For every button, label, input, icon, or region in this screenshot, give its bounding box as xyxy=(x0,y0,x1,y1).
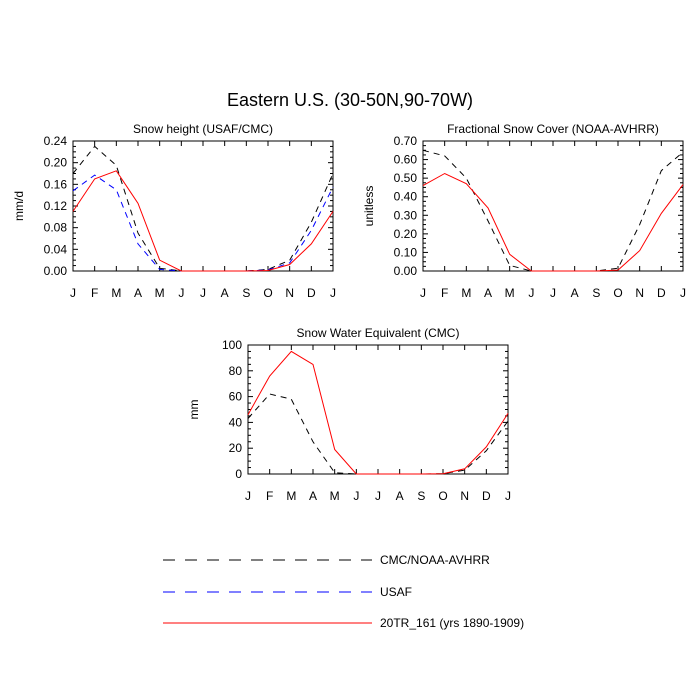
x-tick-label: M xyxy=(286,489,296,503)
x-tick-label: A xyxy=(309,489,317,503)
y-tick-label: 0.60 xyxy=(394,153,418,167)
x-tick-label: O xyxy=(613,286,622,300)
y-axis-label: unitless xyxy=(362,186,376,227)
x-tick-label: D xyxy=(307,286,316,300)
x-tick-label: N xyxy=(460,489,469,503)
y-tick-label: 0.00 xyxy=(394,264,418,278)
y-tick-label: 0 xyxy=(235,467,242,481)
y-tick-label: 40 xyxy=(229,415,243,429)
chart-title: Snow height (USAF/CMC) xyxy=(133,122,273,136)
y-tick-label: 0.50 xyxy=(394,171,418,185)
x-tick-label: A xyxy=(571,286,579,300)
y-tick-label: 0.08 xyxy=(44,221,68,235)
plot-frame xyxy=(422,140,684,272)
x-tick-label: F xyxy=(441,286,448,300)
y-tick-label: 80 xyxy=(229,364,243,378)
x-tick-label: O xyxy=(263,286,272,300)
series-line-cmc xyxy=(422,149,684,272)
series-line-tr xyxy=(72,170,334,272)
x-tick-label: N xyxy=(635,286,644,300)
legend: CMC/NOAA-AVHRR USAF 20TR_161 (yrs 1890-190… xyxy=(163,553,524,630)
x-tick-label: J xyxy=(178,286,184,300)
series-line-usaf xyxy=(72,174,334,272)
x-tick-label: J xyxy=(550,286,556,300)
x-tick-label: M xyxy=(155,286,165,300)
y-tick-label: 0.20 xyxy=(44,156,68,170)
x-tick-label: J xyxy=(200,286,206,300)
legend-label: 20TR_161 (yrs 1890-1909) xyxy=(380,616,524,630)
x-tick-label: J xyxy=(680,286,686,300)
x-tick-label: J xyxy=(353,489,359,503)
x-tick-label: F xyxy=(91,286,98,300)
series-line-tr xyxy=(422,172,684,272)
x-tick-label: J xyxy=(375,489,381,503)
x-tick-label: J xyxy=(245,489,251,503)
x-tick-label: A xyxy=(134,286,142,300)
y-tick-label: 0.24 xyxy=(44,134,68,148)
chart-panel-3: Snow Water Equivalent (CMC) mm 0 20 40 60 80 10… xyxy=(187,326,511,503)
y-tick-label: 0.00 xyxy=(44,264,68,278)
y-axis-label: mm xyxy=(187,400,201,420)
x-tick-label: A xyxy=(484,286,492,300)
y-tick-label: 0.12 xyxy=(44,199,68,213)
x-tick-label: N xyxy=(285,286,294,300)
x-tick-label: M xyxy=(505,286,515,300)
plot-frame xyxy=(247,344,509,475)
y-tick-label: 0.16 xyxy=(44,177,68,191)
x-tick-label: J xyxy=(505,489,511,503)
x-tick-label: D xyxy=(657,286,666,300)
y-tick-label: 60 xyxy=(229,390,243,404)
x-tick-label: J xyxy=(70,286,76,300)
chart-panel-1: Snow height (USAF/CMC) mm/d 0.00 0.04 0.08 0.… xyxy=(12,122,336,300)
x-tick-label: D xyxy=(482,489,491,503)
series-line-cmc xyxy=(72,145,334,272)
y-tick-label: 0.30 xyxy=(394,208,418,222)
x-tick-label: M xyxy=(461,286,471,300)
legend-label: CMC/NOAA-AVHRR xyxy=(380,553,490,567)
chart-title: Snow Water Equivalent (CMC) xyxy=(297,326,460,340)
series-line-cmc xyxy=(247,393,509,475)
x-tick-label: S xyxy=(417,489,425,503)
legend-label: USAF xyxy=(380,585,412,599)
x-tick-label: S xyxy=(242,286,250,300)
x-tick-label: J xyxy=(330,286,336,300)
y-tick-label: 0.20 xyxy=(394,227,418,241)
x-tick-label: O xyxy=(438,489,447,503)
plot-frame xyxy=(72,140,334,272)
x-tick-label: A xyxy=(396,489,404,503)
x-tick-label: F xyxy=(266,489,273,503)
x-tick-label: A xyxy=(221,286,229,300)
x-tick-label: J xyxy=(420,286,426,300)
chart-panel-2: Fractional Snow Cover (NOAA-AVHRR) unitle… xyxy=(362,122,686,300)
y-tick-label: 20 xyxy=(229,441,243,455)
y-tick-label: 0.40 xyxy=(394,190,418,204)
y-tick-label: 100 xyxy=(222,338,242,352)
y-axis-label: mm/d xyxy=(12,191,26,221)
x-tick-label: M xyxy=(111,286,121,300)
figure-title: Eastern U.S. (30-50N,90-70W) xyxy=(226,90,474,110)
y-tick-label: 0.70 xyxy=(394,134,418,148)
y-tick-label: 0.04 xyxy=(44,242,68,256)
x-tick-label: M xyxy=(330,489,340,503)
x-tick-label: S xyxy=(592,286,600,300)
y-tick-label: 0.10 xyxy=(394,245,418,259)
x-tick-label: J xyxy=(528,286,534,300)
series-line-tr xyxy=(247,350,509,475)
chart-title: Fractional Snow Cover (NOAA-AVHRR) xyxy=(447,122,659,136)
